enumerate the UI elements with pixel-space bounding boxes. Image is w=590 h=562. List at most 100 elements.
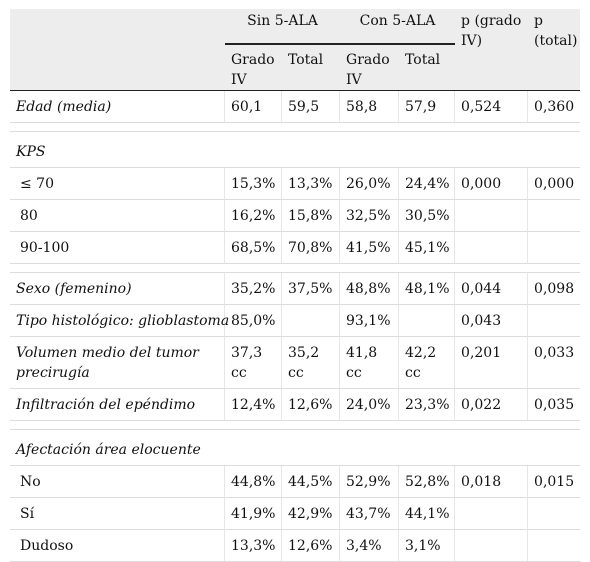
table-cell: 43,7% <box>340 498 400 530</box>
table-row: 90-100 68,5% 70,8% 41,5% 45,1% <box>10 232 581 264</box>
table-cell: 41,5% <box>340 232 400 264</box>
table-cell: 37,5% <box>282 273 341 305</box>
table-cell: 3,1% <box>399 530 456 562</box>
table-cell: 44,1% <box>399 498 456 530</box>
table-row: Infiltración del epéndimo 12,4% 12,6% 24… <box>10 389 581 421</box>
table-cell: 0,018 <box>455 466 529 498</box>
table-cell: 60,1 <box>225 91 282 123</box>
spacer-row <box>10 264 581 273</box>
table-cell: 42,2 cc <box>399 337 456 389</box>
table-cell: 70,8% <box>282 232 341 264</box>
table-cell: 35,2% <box>225 273 282 305</box>
table-cell: 44,5% <box>282 466 341 498</box>
table-row: Sexo (femenino) 35,2% 37,5% 48,8% 48,1% … <box>10 273 581 305</box>
table-cell <box>399 305 456 337</box>
table-cell <box>528 305 581 337</box>
table-cell: 12,6% <box>282 389 341 421</box>
table-cell: 68,5% <box>225 232 282 264</box>
table-cell: 57,9 <box>399 91 456 123</box>
table-cell: 0,044 <box>455 273 529 305</box>
table-cell: 24,0% <box>340 389 400 421</box>
table-cell: 41,8 cc <box>340 337 400 389</box>
subheader-cell: Grado IV <box>225 45 282 91</box>
table-row: Tipo histológico: glioblastoma 85,0% 93,… <box>10 305 581 337</box>
row-label: ≤ 70 <box>10 168 225 200</box>
row-label: No <box>10 466 225 498</box>
table-cell: 32,5% <box>340 200 400 232</box>
table-cell: 37,3 cc <box>225 337 282 389</box>
table-cell: 12,6% <box>282 530 341 562</box>
table-cell: 3,4% <box>340 530 400 562</box>
table-cell: 15,8% <box>282 200 341 232</box>
table-cell: 41,9% <box>225 498 282 530</box>
table-cell: 13,3% <box>282 168 341 200</box>
table-row: Dudoso 13,3% 12,6% 3,4% 3,1% <box>10 530 581 562</box>
row-label: Sí <box>10 498 225 530</box>
row-label: Volumen medio del tumor precirugía <box>10 337 225 389</box>
subheader-cell: Total <box>282 45 341 91</box>
row-label: Tipo histológico: glioblastoma <box>10 305 229 337</box>
table-cell: 13,3% <box>225 530 282 562</box>
row-label: Edad (media) <box>10 91 225 123</box>
table-row: Volumen medio del tumor precirugía 37,3 … <box>10 337 581 389</box>
spacer-row <box>10 421 581 430</box>
table-cell: 23,3% <box>399 389 456 421</box>
header-empty-cell <box>10 9 225 91</box>
header-p-grado: p (grado IV) <box>455 9 529 91</box>
table-row: ≤ 70 15,3% 13,3% 26,0% 24,4% 0,000 0,000 <box>10 168 581 200</box>
table-cell <box>528 498 581 530</box>
table-cell: 30,5% <box>399 200 456 232</box>
table-cell: 0,015 <box>528 466 581 498</box>
table-row: Edad (media) 60,1 59,5 58,8 57,9 0,524 0… <box>10 91 581 123</box>
row-label: Dudoso <box>10 530 225 562</box>
table-cell: 93,1% <box>340 305 400 337</box>
table-cell <box>455 232 529 264</box>
table-cell: 0,098 <box>528 273 581 305</box>
table-cell: 0,201 <box>455 337 529 389</box>
table-cell: 48,8% <box>340 273 400 305</box>
section-row: KPS <box>10 132 581 168</box>
table-cell: 0,033 <box>528 337 581 389</box>
table-cell: 0,360 <box>528 91 581 123</box>
section-label: KPS <box>10 132 581 168</box>
table-row: Sí 41,9% 42,9% 43,7% 44,1% <box>10 498 581 530</box>
section-label: Afectación área elocuente <box>10 430 581 466</box>
subheader-row: Grado IV Total Grado IV Total <box>10 45 580 91</box>
table-cell <box>282 305 341 337</box>
table-cell: 0,022 <box>455 389 529 421</box>
table-cell: 44,8% <box>225 466 282 498</box>
table-cell: 52,9% <box>340 466 400 498</box>
group-header-con-ala: Con 5-ALA <box>340 9 456 45</box>
table-cell: 0,043 <box>455 305 529 337</box>
table-cell: 45,1% <box>399 232 456 264</box>
header-p-total: p (total) <box>528 9 581 91</box>
data-table: Sin 5-ALA Con 5-ALA p (grado IV) p (tota… <box>10 9 581 562</box>
header-row: Sin 5-ALA Con 5-ALA p (grado IV) p (tota… <box>10 9 581 91</box>
table-cell: 26,0% <box>340 168 400 200</box>
row-label: 80 <box>10 200 225 232</box>
spacer-row <box>10 123 581 132</box>
table-cell <box>455 200 529 232</box>
table-cell <box>455 498 529 530</box>
group-header-sin-ala: Sin 5-ALA <box>225 9 341 45</box>
table-cell: 35,2 cc <box>282 337 341 389</box>
section-row: Afectación área elocuente <box>10 430 581 466</box>
table-cell: 12,4% <box>225 389 282 421</box>
subheader-cell: Grado IV <box>340 45 400 91</box>
table-cell: 48,1% <box>399 273 456 305</box>
table-cell: 0,000 <box>528 168 581 200</box>
row-label: Infiltración del epéndimo <box>10 389 225 421</box>
table-cell: 52,8% <box>399 466 456 498</box>
row-label: 90-100 <box>10 232 225 264</box>
table-row: 80 16,2% 15,8% 32,5% 30,5% <box>10 200 581 232</box>
table-cell: 42,9% <box>282 498 341 530</box>
table-cell: 59,5 <box>282 91 341 123</box>
table-cell: 16,2% <box>225 200 282 232</box>
table-cell: 15,3% <box>225 168 282 200</box>
table-cell <box>455 530 529 562</box>
table-cell: 85,0% <box>225 305 282 337</box>
table-row: No 44,8% 44,5% 52,9% 52,8% 0,018 0,015 <box>10 466 581 498</box>
table-cell: 24,4% <box>399 168 456 200</box>
table-cell: 0,524 <box>455 91 529 123</box>
table-cell: 0,035 <box>528 389 581 421</box>
